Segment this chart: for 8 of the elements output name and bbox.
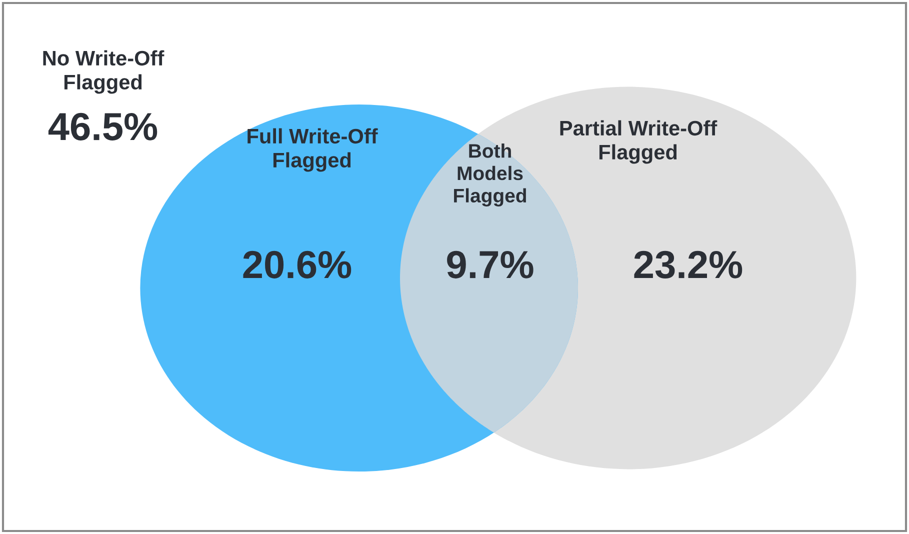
data-label: 9.7%	[447, 250, 534, 278]
data-label: 46.5%	[48, 112, 158, 140]
category-label: Full Write-Off Flagged	[248, 128, 378, 172]
category-label: No Write-Off Flagged	[43, 50, 164, 94]
category-label: Both Models Flagged	[454, 144, 526, 206]
category-label: Partial Write-Off Flagged	[560, 120, 718, 164]
data-label: 23.2%	[634, 250, 742, 278]
data-label: 20.6%	[243, 250, 352, 278]
